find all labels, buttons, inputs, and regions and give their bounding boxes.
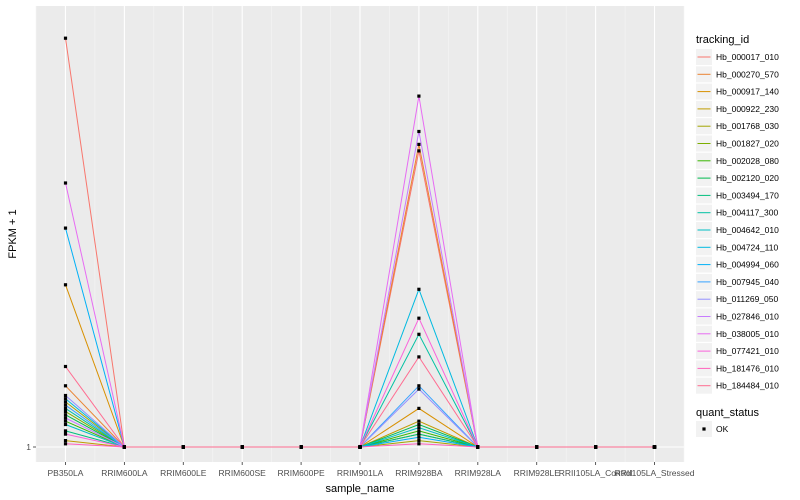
- data-point: [417, 316, 421, 320]
- shape-legend-title: quant_status: [696, 407, 759, 419]
- data-point: [63, 384, 68, 388]
- legend-label: Hb_002028_080: [716, 156, 779, 166]
- legend-label: Hb_181476_010: [716, 363, 779, 373]
- data-point: [63, 181, 68, 185]
- data-point: [63, 410, 68, 414]
- data-point: [417, 149, 421, 153]
- data-point: [240, 445, 244, 449]
- legend-label: Hb_000922_230: [716, 104, 779, 114]
- shape-legend-label: OK: [716, 424, 729, 434]
- data-point: [417, 426, 421, 430]
- legend-label: Hb_002120_020: [716, 173, 779, 183]
- data-point: [63, 397, 68, 401]
- data-point: [299, 445, 303, 449]
- data-point: [535, 445, 539, 449]
- data-point: [417, 142, 421, 146]
- x-tick-label: PB350LA: [47, 468, 83, 478]
- data-point: [63, 36, 68, 40]
- data-point: [63, 442, 68, 446]
- data-point: [358, 445, 362, 449]
- legend-label: Hb_000270_570: [716, 69, 779, 79]
- data-point: [476, 445, 480, 449]
- x-tick-label: RRII105LA_Stressed: [615, 468, 695, 478]
- x-tick-label: RRIM901LA: [337, 468, 384, 478]
- data-point: [417, 422, 421, 427]
- data-point: [63, 439, 68, 443]
- data-point: [417, 355, 421, 359]
- legend-label: Hb_011269_050: [716, 294, 779, 304]
- legend-label: Hb_004994_060: [716, 260, 779, 270]
- data-point: [594, 445, 598, 449]
- legend-label: Hb_004724_110: [716, 242, 779, 252]
- data-point: [63, 413, 68, 417]
- legend-label: Hb_007945_040: [716, 277, 779, 287]
- data-point: [63, 283, 68, 287]
- x-tick-label: RRIM600SE: [219, 468, 267, 478]
- data-point: [63, 432, 68, 436]
- data-point: [652, 445, 657, 449]
- data-point: [417, 129, 421, 134]
- legend: tracking_id quant_status Hb_000017_010 Hb…: [696, 34, 779, 437]
- data-point: [417, 287, 421, 291]
- y-axis-title: FPKM + 1: [7, 209, 19, 258]
- legend-label: Hb_038005_010: [716, 329, 779, 339]
- data-point: [63, 416, 68, 420]
- x-tick-label: RRIM928BA: [395, 468, 443, 478]
- data-point: [122, 445, 126, 449]
- legend-label: Hb_004642_010: [716, 225, 779, 235]
- data-point: [417, 384, 421, 388]
- data-point: [63, 422, 68, 427]
- shape-legend-key-point: [702, 427, 706, 431]
- data-points: [63, 36, 657, 449]
- data-point: [417, 387, 421, 391]
- x-tick-label: RRIM600PE: [277, 468, 325, 478]
- data-point: [417, 429, 421, 433]
- data-point: [63, 364, 68, 369]
- data-point: [63, 400, 68, 404]
- data-point: [63, 406, 68, 410]
- data-point: [417, 406, 421, 410]
- legend-label: Hb_027846_010: [716, 312, 779, 322]
- data-point: [63, 393, 68, 398]
- data-point: [63, 403, 68, 407]
- data-point: [417, 419, 421, 423]
- legend-label: Hb_001827_020: [716, 139, 779, 149]
- axes: PB350LA RRIM600LA RRIM600LE RRIM600SE RRIM60…: [26, 442, 694, 478]
- grid-lines: [35, 6, 685, 462]
- x-axis-title: sample_name: [325, 483, 394, 495]
- legend-label: Hb_004117_300: [716, 208, 779, 218]
- data-point: [181, 445, 185, 449]
- legend-title: tracking_id: [696, 34, 749, 46]
- data-point: [417, 442, 421, 446]
- data-point: [417, 432, 421, 436]
- legend-label: Hb_077421_010: [716, 346, 779, 356]
- data-point: [417, 435, 421, 439]
- data-point: [417, 332, 421, 336]
- legend-label: Hb_184484_010: [716, 381, 779, 391]
- y-tick-label: 1: [26, 442, 31, 452]
- legend-label: Hb_000017_010: [716, 52, 779, 62]
- x-tick-label: RRIM928LE: [514, 468, 561, 478]
- data-point: [63, 419, 68, 423]
- data-point: [63, 226, 68, 230]
- x-tick-label: RRII105LA_Control: [559, 468, 633, 478]
- x-tick-label: RRIM928LA: [455, 468, 502, 478]
- x-tick-label: RRIM600LA: [101, 468, 148, 478]
- data-point: [417, 439, 421, 443]
- data-point: [63, 429, 68, 433]
- legend-label: Hb_001768_030: [716, 121, 779, 131]
- data-point: [417, 94, 421, 98]
- x-tick-label: RRIM600LE: [160, 468, 207, 478]
- legend-label: Hb_000917_140: [716, 87, 779, 97]
- legend-label: Hb_003494_170: [716, 190, 779, 200]
